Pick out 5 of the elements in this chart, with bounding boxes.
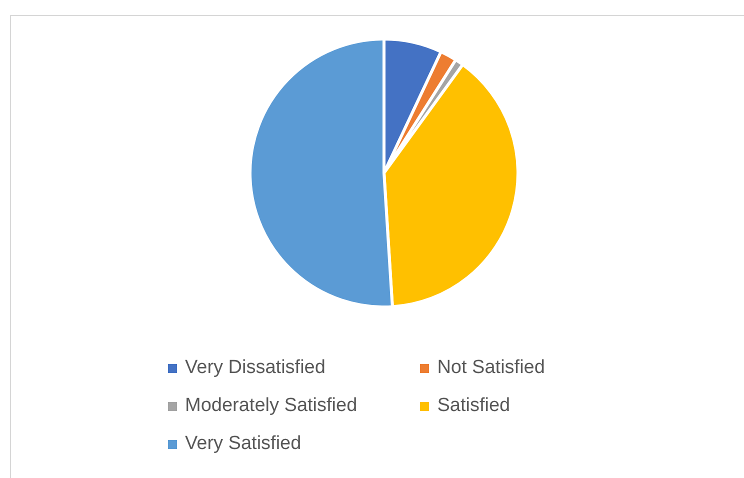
legend-label: Not Satisfied — [437, 357, 545, 379]
legend-label: Very Satisfied — [185, 433, 302, 455]
legend-label: Very Dissatisfied — [185, 357, 326, 379]
legend-label: Moderately Satisfied — [185, 395, 358, 417]
legend-label: Satisfied — [437, 395, 510, 417]
